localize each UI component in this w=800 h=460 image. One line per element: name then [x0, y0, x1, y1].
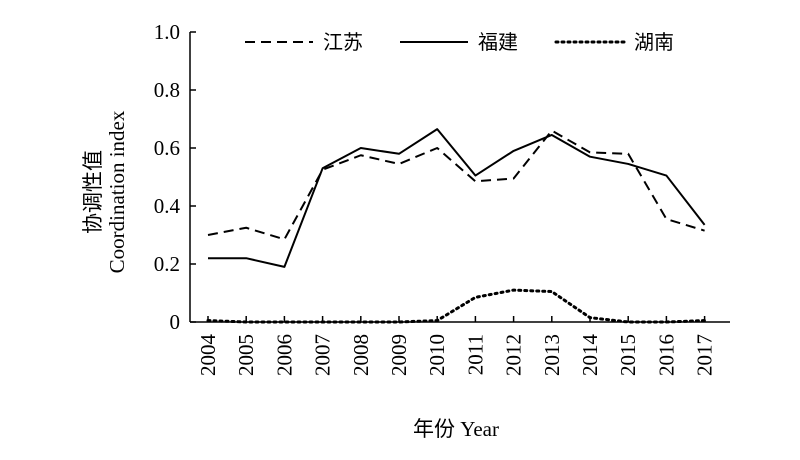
series-line	[206, 288, 707, 324]
y-axis-title-line: 协调性值	[81, 150, 105, 234]
x-tick-label: 2017	[693, 334, 717, 376]
y-ticks: 0 0.2 0.4 0.6 0.8 1.0	[154, 20, 196, 334]
y-axis-title-line: Coordination index	[105, 110, 129, 273]
y-tick-label: 0.6	[154, 136, 180, 160]
legend-label: 江苏	[323, 31, 363, 54]
x-tick-label: 2012	[502, 334, 526, 376]
x-tick-label: 2015	[616, 334, 640, 376]
y-tick-label: 1.0	[154, 20, 180, 44]
y-tick-label: 0.8	[154, 78, 180, 102]
axes: 00.20.40.60.81.0 2004 2005 2006 2007 2008 200…	[154, 20, 730, 376]
x-tick-label: 2014	[578, 334, 602, 377]
x-tick-label: 2009	[387, 334, 411, 376]
x-tick-label: 2011	[463, 334, 487, 375]
legend-label: 福建	[478, 31, 518, 54]
x-tick-label: 2005	[234, 334, 258, 376]
x-tick-label: 2010	[425, 334, 449, 376]
y-tick-label: 0	[170, 310, 181, 334]
x-axis-title: 年份 Year	[413, 417, 499, 441]
series-line	[208, 128, 706, 268]
y-axis-title: 协调性值 Coordination index	[81, 110, 129, 273]
legend-label: 湖南	[634, 31, 674, 54]
x-tick-label: 2004	[196, 334, 220, 377]
x-tick-label: 2008	[349, 334, 373, 376]
series-layer	[206, 128, 707, 324]
x-ticks: 2004 2005 2006 2007 2008 2009 2010 2011 2012 2013…	[196, 316, 717, 376]
x-tick-label: 2006	[272, 334, 296, 376]
y-tick-label: 0.4	[154, 194, 181, 218]
legend: 江苏 福建 湖南	[245, 31, 674, 54]
x-tick-label: 2016	[654, 334, 678, 376]
series-line	[207, 129, 705, 241]
x-tick-label: 2013	[540, 334, 564, 376]
x-tick-label: 2007	[311, 334, 335, 376]
y-tick-label: 0.2	[154, 252, 180, 276]
